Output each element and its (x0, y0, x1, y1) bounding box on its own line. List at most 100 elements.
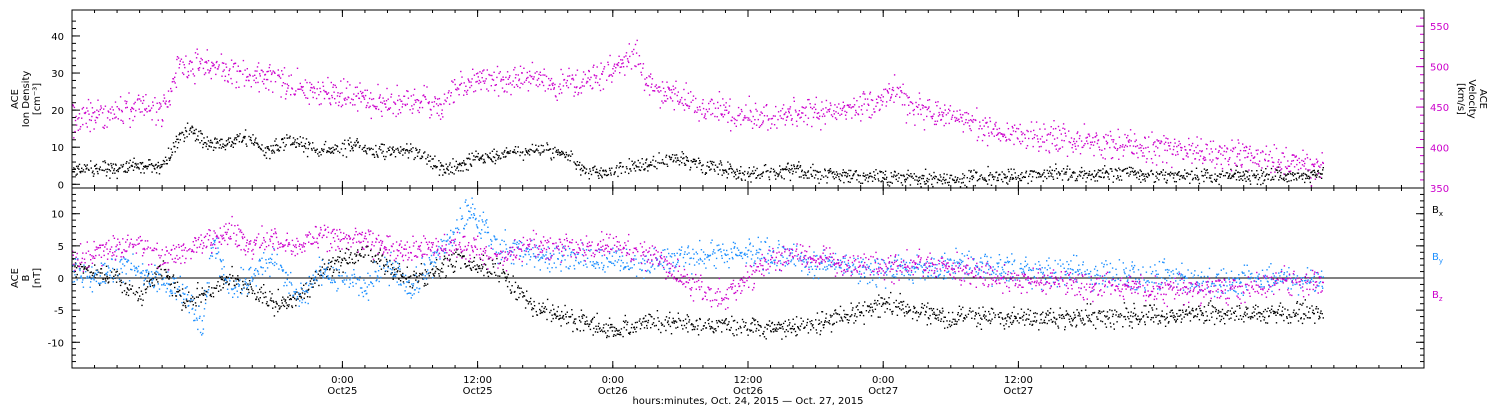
data-point (1008, 180, 1011, 182)
data-point (1173, 174, 1175, 176)
data-point (526, 290, 528, 292)
data-point (662, 161, 664, 164)
data-point (450, 92, 452, 94)
data-point (228, 283, 230, 285)
data-point (880, 181, 882, 183)
data-point (255, 142, 257, 144)
data-point (433, 275, 436, 277)
data-point (805, 106, 807, 108)
data-point (214, 137, 216, 139)
data-point (269, 299, 272, 301)
data-point (962, 173, 964, 175)
data-point (452, 271, 455, 273)
data-point (199, 142, 201, 144)
data-point (227, 139, 229, 141)
data-point (914, 124, 916, 126)
data-point (661, 323, 664, 326)
data-point (590, 76, 592, 79)
data-point (759, 177, 761, 179)
data-point (115, 281, 118, 283)
data-point (377, 108, 380, 111)
data-point (1140, 181, 1142, 183)
data-point (660, 90, 662, 92)
data-point (833, 171, 835, 173)
data-point (1055, 168, 1057, 170)
data-point (221, 278, 224, 281)
data-point (149, 109, 152, 111)
data-point (290, 74, 292, 76)
data-point (918, 92, 921, 94)
data-point (367, 102, 369, 104)
data-point (283, 298, 285, 300)
data-point (94, 119, 96, 122)
data-point (1062, 127, 1064, 129)
data-point (345, 103, 347, 105)
data-point (76, 173, 78, 175)
data-point (309, 142, 311, 145)
data-point (1098, 175, 1100, 178)
data-point (1148, 151, 1150, 153)
data-point (530, 149, 532, 151)
data-point (474, 156, 477, 158)
data-point (301, 89, 304, 92)
y-tick-label-right: 350 (1430, 184, 1449, 195)
data-point (1310, 177, 1312, 179)
data-point (931, 178, 933, 180)
data-point (906, 114, 909, 116)
data-point (1129, 173, 1131, 175)
data-point (873, 176, 875, 179)
data-point (304, 142, 307, 145)
data-point (457, 88, 460, 90)
data-point (412, 274, 415, 276)
data-point (295, 146, 297, 148)
data-point (532, 315, 534, 317)
data-point (684, 103, 687, 105)
data-point (388, 149, 390, 151)
data-point (939, 107, 941, 110)
data-point (117, 169, 119, 171)
data-point (619, 72, 621, 74)
data-point (243, 135, 245, 138)
data-point (672, 161, 674, 163)
data-point (284, 145, 286, 148)
data-point (1218, 183, 1220, 186)
data-point (625, 329, 628, 331)
data-point (392, 149, 394, 151)
data-point (571, 74, 574, 76)
data-point (440, 271, 442, 273)
data-point (1203, 180, 1205, 183)
data-point (1100, 154, 1102, 156)
data-point (341, 104, 344, 106)
data-point (375, 261, 377, 263)
data-point (195, 57, 198, 59)
data-point (1208, 177, 1211, 179)
data-point (994, 123, 996, 125)
data-point (268, 66, 270, 69)
data-point (1305, 174, 1308, 176)
data-point (619, 162, 621, 164)
data-point (1184, 169, 1186, 171)
data-point (355, 255, 357, 257)
data-point (1249, 159, 1252, 162)
data-point (171, 294, 174, 297)
data-point (1302, 160, 1305, 162)
data-point (513, 69, 515, 71)
data-point (204, 72, 207, 74)
data-point (125, 107, 127, 109)
data-point (1252, 161, 1254, 164)
data-point (685, 82, 687, 84)
y-axis-label-right: ACEVelocity[km/s] (1455, 79, 1488, 118)
data-point (527, 153, 529, 155)
data-point (112, 109, 114, 111)
data-point (230, 144, 233, 146)
data-point (685, 155, 687, 158)
data-point (888, 185, 891, 187)
data-point (335, 102, 337, 104)
data-point (269, 70, 272, 72)
data-point (136, 291, 139, 294)
data-point (741, 179, 743, 181)
data-point (1231, 139, 1233, 141)
data-point (1117, 176, 1119, 179)
data-point (1301, 178, 1304, 180)
data-point (635, 331, 637, 333)
